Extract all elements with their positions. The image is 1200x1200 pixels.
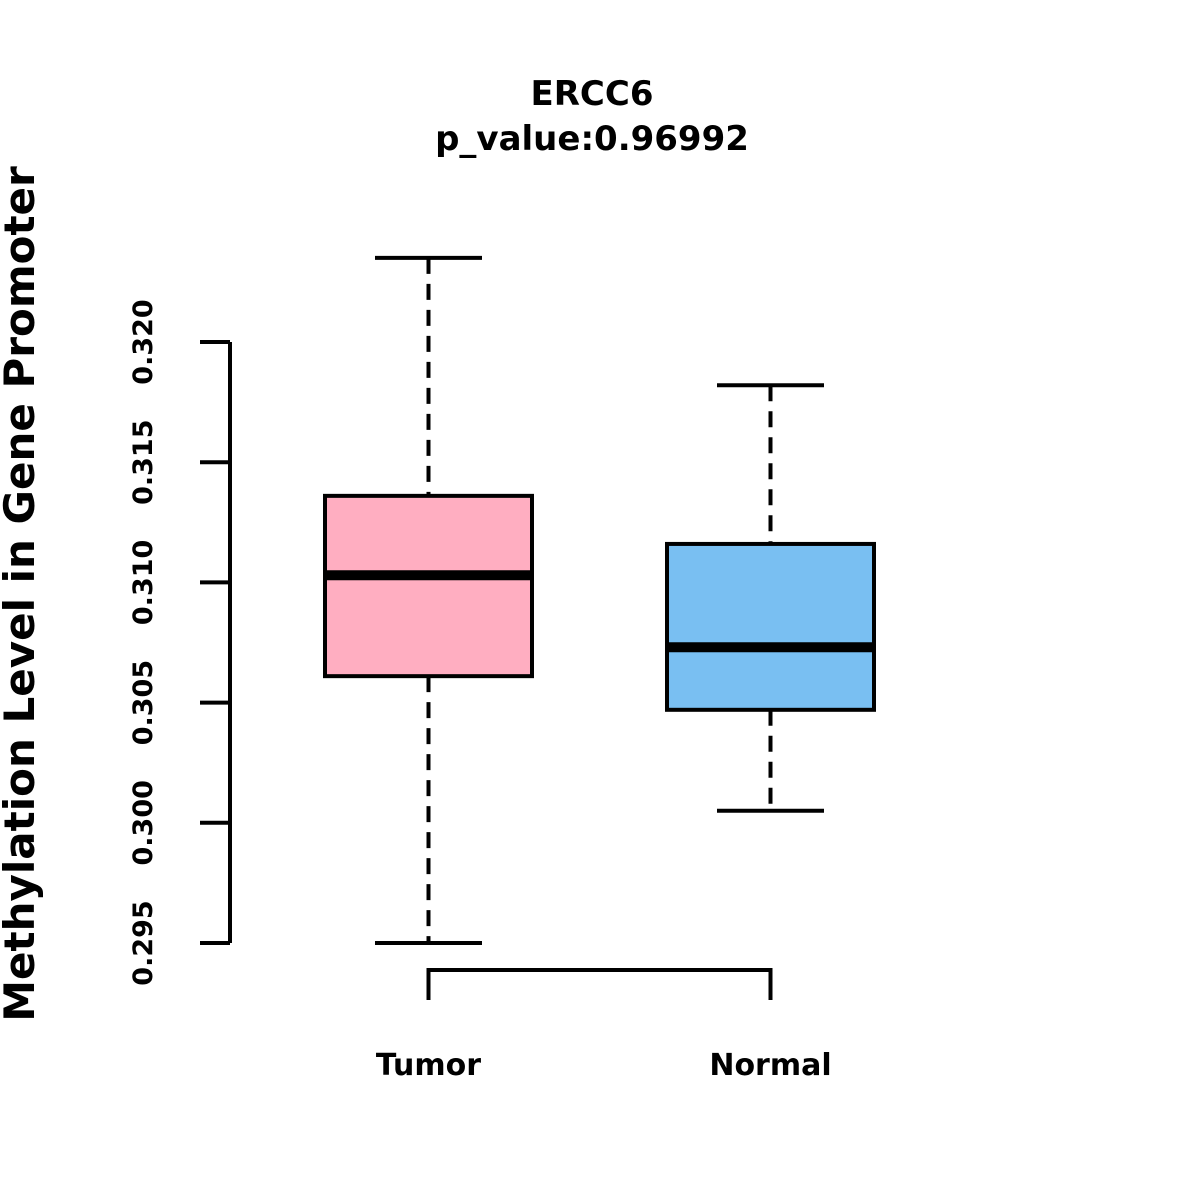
y-axis-label: Methylation Level in Gene Promoter [0, 166, 44, 1022]
x-axis-category-label: Tumor [376, 1048, 481, 1083]
y-axis-tick-label: 0.320 [128, 299, 159, 384]
y-axis-tick-label: 0.305 [128, 660, 159, 745]
x-axis-bracket [426, 968, 773, 1000]
y-axis-tick-label: 0.315 [128, 419, 159, 504]
y-axis-tick-label: 0.295 [128, 900, 159, 985]
chart-title: ERCC6 [531, 74, 654, 114]
box-tumor [323, 493, 534, 679]
plot-area: 0.295 0.300 0.305 0.310 0.315 0.320 Tumor Norma… [128, 255, 876, 1083]
x-axis-category-label: Normal [709, 1048, 831, 1083]
box-normal [665, 541, 876, 712]
chart-subtitle: p_value:0.96992 [435, 119, 749, 159]
y-axis-tick-label: 0.310 [128, 540, 159, 625]
y-axis-tick-label: 0.300 [128, 780, 159, 865]
